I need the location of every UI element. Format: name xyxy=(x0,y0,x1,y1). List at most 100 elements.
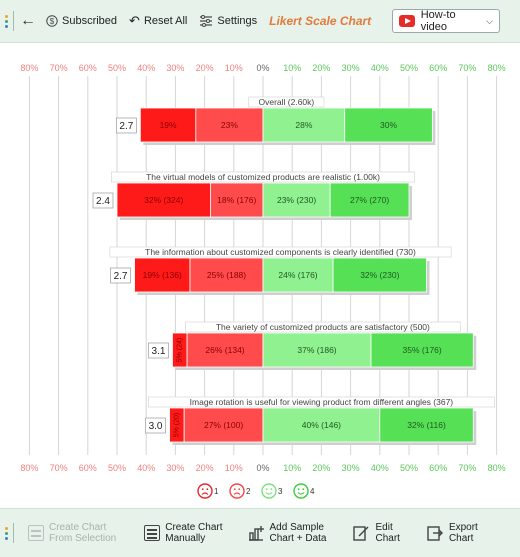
axis-tick-label-bottom: 30% xyxy=(166,463,184,473)
bar-data-label: 26% (134) xyxy=(205,345,244,355)
back-arrow-icon[interactable]: ← xyxy=(20,12,36,29)
legend-label: 1 xyxy=(214,487,219,496)
bar-data-label: 23% xyxy=(221,120,238,130)
axis-tick-label-top: 40% xyxy=(371,63,389,73)
axis-tick-label-bottom: 20% xyxy=(312,463,330,473)
mean-score: 2.7 xyxy=(114,271,128,282)
edit-chart-button[interactable]: Edit Chart xyxy=(352,522,400,544)
chart-canvas: 80% 80% 70% 70% 60% 60% 50% 50% 40% 40% 30% 30% 20% 2… xyxy=(20,63,506,499)
face-eye xyxy=(270,488,273,491)
axis-tick-label-bottom: 50% xyxy=(108,463,126,473)
axis-tick-label-bottom: 40% xyxy=(137,463,155,473)
mean-score-box xyxy=(110,267,131,284)
mean-score: 3.1 xyxy=(152,346,166,357)
axis-tick-label-top: 20% xyxy=(312,63,330,73)
mean-score-box xyxy=(145,417,166,434)
create-from-selection-line2: From Selection xyxy=(49,533,117,544)
drag-handle-icon[interactable] xyxy=(5,14,9,28)
face-eye xyxy=(302,488,305,491)
subscribed-button[interactable]: $ Subscribed xyxy=(46,15,117,27)
bar-data-label: 32% (324) xyxy=(144,195,183,205)
bar-data-label: 28% xyxy=(295,120,312,130)
subscribed-label: Subscribed xyxy=(62,15,118,27)
face-mouth xyxy=(265,492,273,495)
mean-score: 3.0 xyxy=(149,421,163,432)
axis-tick-label-top: 50% xyxy=(108,63,126,73)
face-eye xyxy=(201,488,204,491)
bar-data-label: 27% (100) xyxy=(204,420,243,430)
create-from-selection-line1: Create Chart xyxy=(49,522,107,533)
bar-segment-2 xyxy=(186,332,264,368)
face-mouth xyxy=(201,492,209,495)
bar-data-label: 23% (230) xyxy=(277,195,316,205)
bar-segment-1 xyxy=(139,107,197,143)
bar-segment-3 xyxy=(262,182,331,218)
very-sad-face-icon xyxy=(197,483,213,499)
axis-tick-label-bottom: 20% xyxy=(196,463,214,473)
face-eye xyxy=(297,488,300,491)
smile-face-icon xyxy=(261,483,277,499)
question-label-box xyxy=(111,171,415,183)
question-label-box xyxy=(248,96,325,108)
bar-segment-4 xyxy=(329,182,410,218)
bar-data-label: 25% (188) xyxy=(207,270,246,280)
bar-data-label: 24% (176) xyxy=(278,270,317,280)
how-to-video-dropdown[interactable]: How-to video ⌵ xyxy=(392,9,500,33)
export-chart-button[interactable]: Export Chart xyxy=(426,522,478,544)
mean-score: 2.4 xyxy=(96,196,110,207)
bar-segment-2 xyxy=(195,107,264,143)
axis-tick-label-top: 60% xyxy=(79,63,97,73)
create-chart-manually-button[interactable]: Create Chart Manually xyxy=(144,522,223,544)
reset-all-button[interactable]: ↶ Reset All xyxy=(129,13,187,29)
add-sample-chart-button[interactable]: Add Sample Chart + Data xyxy=(247,522,327,544)
bar-data-label: 27% (270) xyxy=(350,195,389,205)
question-label: The variety of customized products are s… xyxy=(216,322,430,332)
add-sample-line1: Add Sample xyxy=(269,522,324,533)
export-icon xyxy=(427,526,443,541)
axis-tick-label-top: 20% xyxy=(196,63,214,73)
axis-tick-label-bottom: 80% xyxy=(20,463,38,473)
axis-tick-label-top: 70% xyxy=(50,63,68,73)
axis-tick-label-top: 80% xyxy=(488,63,506,73)
svg-text:$: $ xyxy=(50,17,55,26)
toolbar-divider xyxy=(13,11,14,31)
bar-segment-3 xyxy=(262,107,346,143)
bar-segment-1 xyxy=(116,182,211,218)
export-line1: Export xyxy=(448,522,478,533)
axis-tick-label-bottom: 60% xyxy=(429,463,447,473)
axis-tick-label-top: 80% xyxy=(20,63,38,73)
face-eye xyxy=(238,488,241,491)
youtube-icon xyxy=(399,15,415,27)
face-eye xyxy=(206,488,209,491)
bottom-toolbar: Create Chart From Selection Create Chart M… xyxy=(0,508,520,557)
axis-tick-label-top: 30% xyxy=(166,63,184,73)
question-label-box xyxy=(109,246,452,258)
bar-segment-2 xyxy=(183,407,264,443)
bottom-divider xyxy=(13,523,14,543)
axis-tick-label-bottom: 70% xyxy=(458,463,476,473)
add-sample-label: Add Sample Chart + Data xyxy=(270,522,327,544)
export-line2: Chart xyxy=(448,533,474,544)
axis-tick-label-top: 70% xyxy=(458,63,476,73)
create-chart-from-selection-button[interactable]: Create Chart From Selection xyxy=(28,522,116,544)
bar-segment-2 xyxy=(210,182,264,218)
question-label: The information about customized compone… xyxy=(145,247,416,257)
sliders-icon xyxy=(200,15,213,27)
chart-title: Likert Scale Chart xyxy=(269,14,372,28)
drag-handle-icon-bottom[interactable] xyxy=(5,526,9,540)
bar-segment-4 xyxy=(332,257,427,293)
how-to-video-label: How-to video xyxy=(420,9,456,33)
axis-tick-label-bottom: 60% xyxy=(79,463,97,473)
settings-button[interactable]: Settings xyxy=(199,15,257,27)
create-manually-line2: Manually xyxy=(165,533,206,544)
edit-line1: Edit xyxy=(375,522,393,533)
bar-data-label: 5% (24) xyxy=(177,338,184,363)
question-label: Image rotation is useful for viewing pro… xyxy=(190,397,454,407)
dollar-circle-icon: $ xyxy=(46,15,58,27)
bar-data-label: 35% (176) xyxy=(403,345,442,355)
add-sample-line2: Chart + Data xyxy=(269,533,327,544)
legend-label: 3 xyxy=(278,487,283,496)
legend-label: 4 xyxy=(310,487,315,496)
axis-tick-label-bottom: 70% xyxy=(50,463,68,473)
